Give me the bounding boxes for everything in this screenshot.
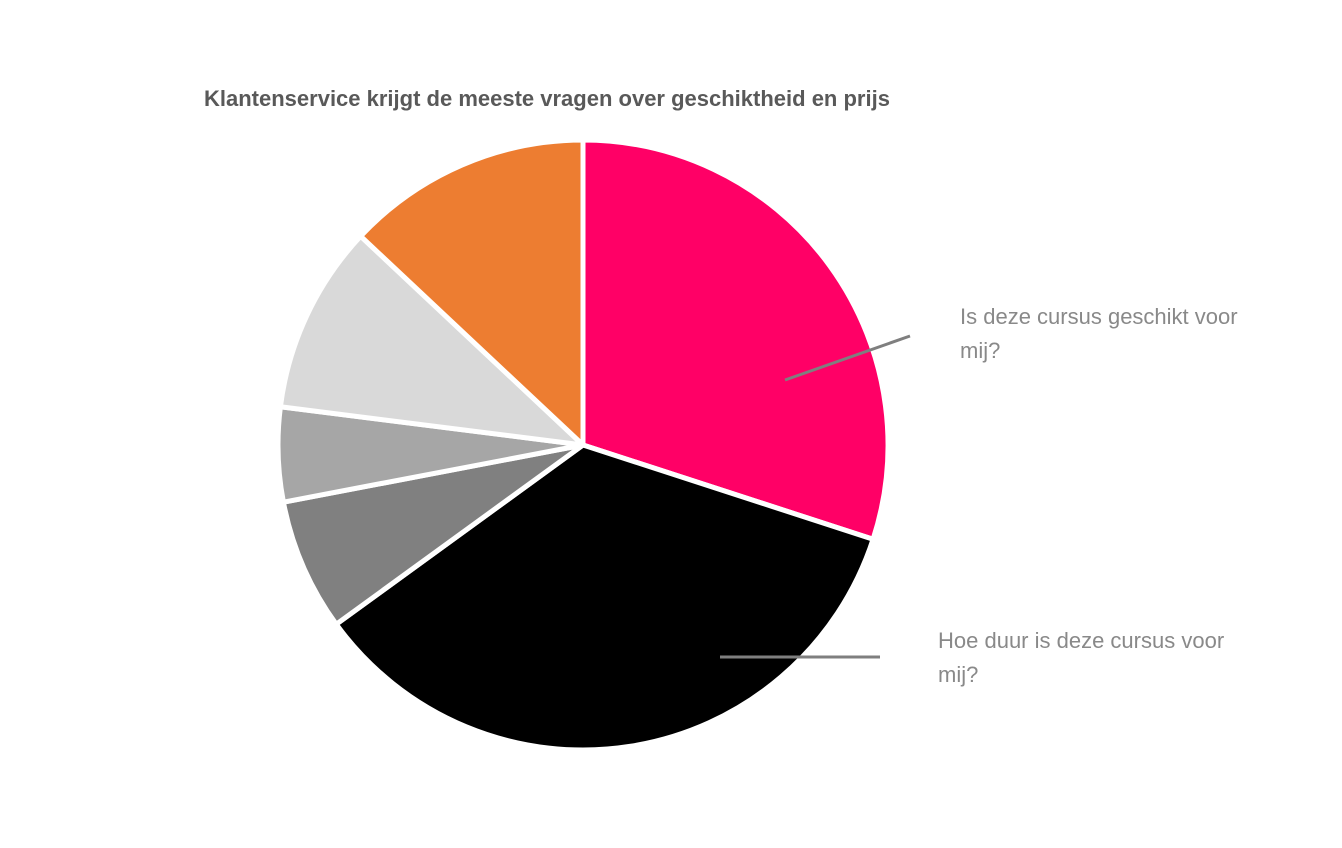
data-label: Hoe duur is deze cursus voor mij?: [938, 628, 1225, 687]
chart-title: Klantenservice krijgt de meeste vragen o…: [204, 86, 890, 111]
leader-line: [784, 334, 911, 382]
pie-slice: [580, 137, 891, 542]
pie-slice: [277, 233, 586, 448]
slices: [275, 137, 891, 753]
pie-slice: [358, 137, 586, 448]
pie-slice: [333, 442, 876, 753]
data-label: Is deze cursus geschikt voor mij?: [960, 304, 1238, 363]
